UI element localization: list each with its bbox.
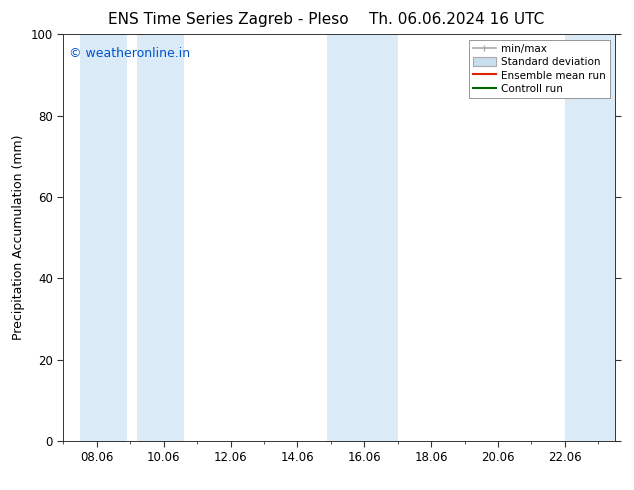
Bar [368, 34, 398, 441]
Legend: min/max, Standard deviation, Ensemble mean run, Controll run: min/max, Standard deviation, Ensemble me… [469, 40, 610, 98]
Text: ENS Time Series Zagreb - Pleso: ENS Time Series Zagreb - Pleso [108, 12, 349, 27]
Y-axis label: Precipitation Accumulation (mm): Precipitation Accumulation (mm) [12, 135, 25, 341]
Bar [328, 34, 368, 441]
Bar [565, 34, 615, 441]
Text: © weatheronline.in: © weatheronline.in [69, 47, 190, 59]
Bar [80, 34, 127, 441]
Text: Th. 06.06.2024 16 UTC: Th. 06.06.2024 16 UTC [369, 12, 544, 27]
Bar [137, 34, 184, 441]
